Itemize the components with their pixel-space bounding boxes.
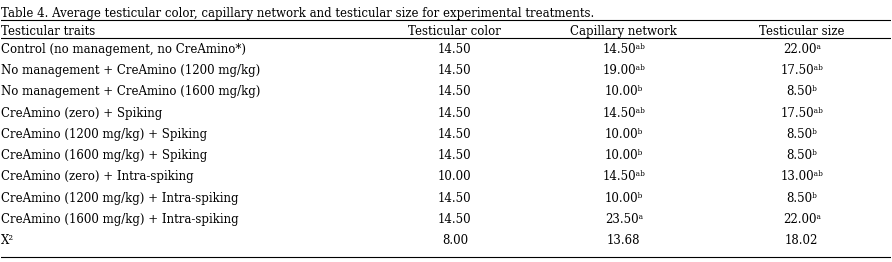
Text: 14.50ᵃᵇ: 14.50ᵃᵇ [602,170,645,183]
Text: Testicular traits: Testicular traits [2,25,95,38]
Text: No management + CreAmino (1200 mg/kg): No management + CreAmino (1200 mg/kg) [2,64,260,77]
Text: CreAmino (zero) + Spiking: CreAmino (zero) + Spiking [2,107,162,120]
Text: 10.00ᵇ: 10.00ᵇ [605,128,643,141]
Text: CreAmino (1600 mg/kg) + Spiking: CreAmino (1600 mg/kg) + Spiking [2,149,208,162]
Text: 17.50ᵃᵇ: 17.50ᵃᵇ [780,64,823,77]
Text: 10.00ᵇ: 10.00ᵇ [605,149,643,162]
Text: 8.50ᵇ: 8.50ᵇ [786,128,817,141]
Text: 10.00ᵇ: 10.00ᵇ [605,85,643,98]
Text: Table 4. Average testicular color, capillary network and testicular size for exp: Table 4. Average testicular color, capil… [2,7,595,20]
Text: 18.02: 18.02 [785,234,818,247]
Text: 8.00: 8.00 [442,234,468,247]
Text: Capillary network: Capillary network [570,25,677,38]
Text: CreAmino (1200 mg/kg) + Spiking: CreAmino (1200 mg/kg) + Spiking [2,128,208,141]
Text: 8.50ᵇ: 8.50ᵇ [786,149,817,162]
Text: 8.50ᵇ: 8.50ᵇ [786,192,817,205]
Text: 23.50ᵃ: 23.50ᵃ [605,213,643,226]
Text: 14.50ᵃᵇ: 14.50ᵃᵇ [602,107,645,120]
Text: 10.00: 10.00 [438,170,472,183]
Text: 14.50: 14.50 [438,128,472,141]
Text: 14.50: 14.50 [438,213,472,226]
Text: 14.50: 14.50 [438,85,472,98]
Text: 13.68: 13.68 [607,234,640,247]
Text: 8.50ᵇ: 8.50ᵇ [786,85,817,98]
Text: CreAmino (zero) + Intra-spiking: CreAmino (zero) + Intra-spiking [2,170,194,183]
Text: 13.00ᵃᵇ: 13.00ᵃᵇ [780,170,823,183]
Text: 22.00ᵃ: 22.00ᵃ [782,43,821,56]
Text: CreAmino (1200 mg/kg) + Intra-spiking: CreAmino (1200 mg/kg) + Intra-spiking [2,192,239,205]
Text: 17.50ᵃᵇ: 17.50ᵃᵇ [780,107,823,120]
Text: CreAmino (1600 mg/kg) + Intra-spiking: CreAmino (1600 mg/kg) + Intra-spiking [2,213,239,226]
Text: 14.50: 14.50 [438,64,472,77]
Text: 14.50ᵃᵇ: 14.50ᵃᵇ [602,43,645,56]
Text: 22.00ᵃ: 22.00ᵃ [782,213,821,226]
Text: 14.50: 14.50 [438,149,472,162]
Text: X²: X² [2,234,14,247]
Text: Testicular size: Testicular size [759,25,845,38]
Text: 14.50: 14.50 [438,43,472,56]
Text: 10.00ᵇ: 10.00ᵇ [605,192,643,205]
Text: 19.00ᵃᵇ: 19.00ᵃᵇ [602,64,645,77]
Text: No management + CreAmino (1600 mg/kg): No management + CreAmino (1600 mg/kg) [2,85,260,98]
Text: Control (no management, no CreAmino*): Control (no management, no CreAmino*) [2,43,246,56]
Text: 14.50: 14.50 [438,107,472,120]
Text: 14.50: 14.50 [438,192,472,205]
Text: Testicular color: Testicular color [409,25,501,38]
